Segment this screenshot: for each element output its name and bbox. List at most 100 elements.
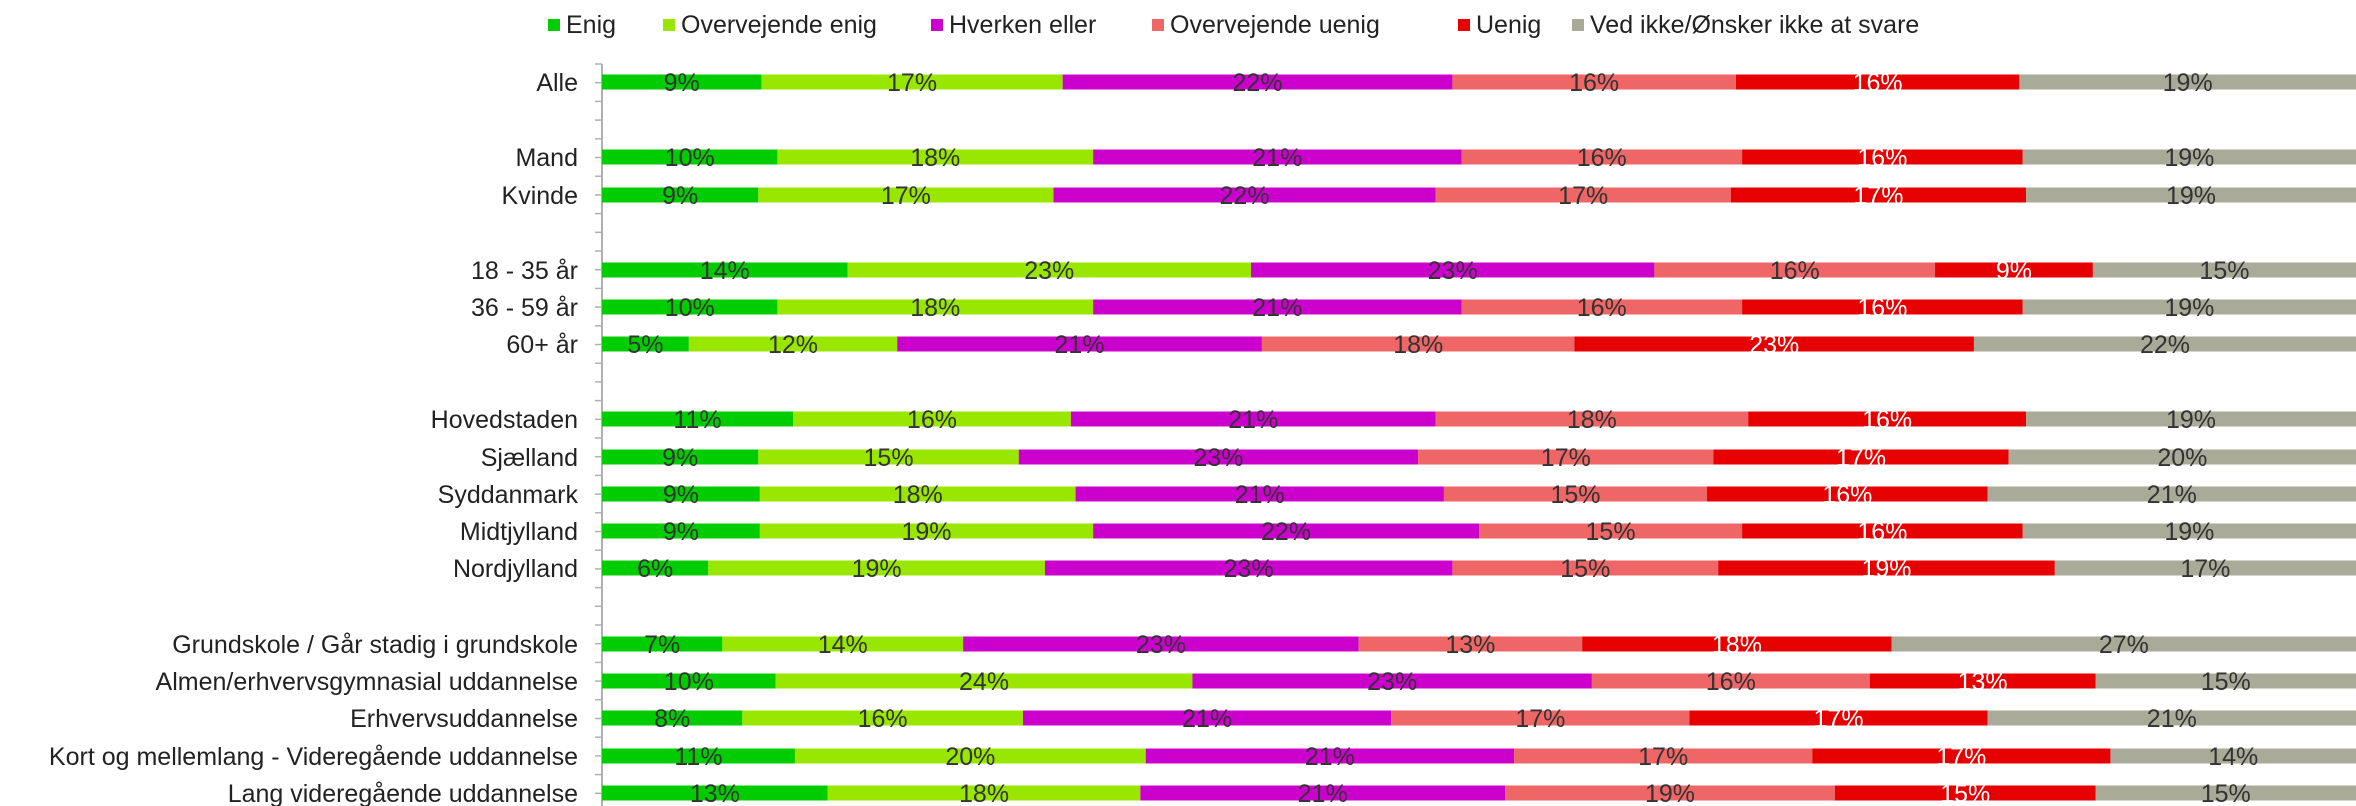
legend-swatch bbox=[1572, 19, 1584, 31]
bar-sjaelland-ved-ikke-onsker-ikke-at-svare bbox=[2008, 449, 2356, 465]
category-label-nordjylland: Nordjylland bbox=[453, 555, 578, 583]
data-label-alle-hverken-eller: 22% bbox=[1233, 69, 1283, 97]
data-label-erhvervsuddannelse-overvejende-uenig: 17% bbox=[1515, 705, 1565, 733]
legend-item-ved-ikke-onsker-ikke-at-svare: Ved ikke/Ønsker ikke at svare bbox=[1572, 8, 1919, 42]
legend-swatch bbox=[1152, 19, 1164, 31]
data-label-nordjylland-hverken-eller: 23% bbox=[1224, 555, 1274, 583]
category-label-mand: Mand bbox=[515, 144, 578, 172]
data-label-kort-og-mellemlang-videregaende-uddannelse-hverken-eller: 21% bbox=[1305, 743, 1355, 771]
bar-hovedstaden-overvejende-uenig bbox=[1435, 411, 1749, 427]
bar-erhvervsuddannelse-hverken-eller bbox=[1022, 710, 1392, 726]
data-label-sjaelland-overvejende-uenig: 17% bbox=[1541, 444, 1591, 472]
bar-midtjylland-ved-ikke-onsker-ikke-at-svare bbox=[2022, 523, 2356, 539]
data-label-60-ar-ved-ikke-onsker-ikke-at-svare: 22% bbox=[2140, 331, 2190, 359]
data-label-hovedstaden-overvejende-uenig: 18% bbox=[1567, 406, 1617, 434]
bar-kort-og-mellemlang-videregaende-uddannelse-hverken-eller bbox=[1145, 748, 1515, 764]
data-label-grundskole-gar-stadig-i-grundskole-ved-ikke-onsker-ikke-at-svare: 27% bbox=[2099, 631, 2149, 659]
data-label-kvinde-uenig: 17% bbox=[1853, 182, 1903, 210]
bar-18-35-ar-ved-ikke-onsker-ikke-at-svare bbox=[2092, 262, 2356, 278]
data-label-lang-videregaende-uddannelse-overvejende-enig: 18% bbox=[959, 780, 1009, 806]
bar-syddanmark-enig bbox=[602, 486, 760, 502]
bar-almen-erhvervsgymnasial-uddannelse-ved-ikke-onsker-ikke-at-svare bbox=[2095, 673, 2356, 689]
bar-alle-ved-ikke-onsker-ikke-at-svare bbox=[2019, 74, 2356, 90]
bar-hovedstaden-hverken-eller bbox=[1070, 411, 1436, 427]
data-label-mand-uenig: 16% bbox=[1857, 144, 1907, 172]
bar-sjaelland-overvejende-enig bbox=[758, 449, 1019, 465]
bar-hovedstaden-uenig bbox=[1748, 411, 2027, 427]
data-label-18-35-ar-hverken-eller: 23% bbox=[1428, 257, 1478, 285]
data-label-almen-erhvervsgymnasial-uddannelse-enig: 10% bbox=[664, 668, 714, 696]
bar-midtjylland-uenig bbox=[1742, 523, 2023, 539]
bar-almen-erhvervsgymnasial-uddannelse-uenig bbox=[1869, 673, 2096, 689]
bar-syddanmark-ved-ikke-onsker-ikke-at-svare bbox=[1987, 486, 2356, 502]
data-label-nordjylland-uenig: 19% bbox=[1861, 555, 1911, 583]
bar-18-35-ar-hverken-eller bbox=[1250, 262, 1655, 278]
bar-grundskole-gar-stadig-i-grundskole-overvejende-enig bbox=[722, 636, 964, 652]
bar-hovedstaden-enig bbox=[602, 411, 794, 427]
bar-syddanmark-overvejende-enig bbox=[759, 486, 1076, 502]
data-label-erhvervsuddannelse-ved-ikke-onsker-ikke-at-svare: 21% bbox=[2147, 705, 2197, 733]
data-label-grundskole-gar-stadig-i-grundskole-overvejende-uenig: 13% bbox=[1445, 631, 1495, 659]
data-label-hovedstaden-ved-ikke-onsker-ikke-at-svare: 19% bbox=[2166, 406, 2216, 434]
data-label-midtjylland-overvejende-enig: 19% bbox=[901, 518, 951, 546]
data-label-mand-hverken-eller: 21% bbox=[1252, 144, 1302, 172]
data-label-grundskole-gar-stadig-i-grundskole-enig: 7% bbox=[644, 631, 680, 659]
category-label-midtjylland: Midtjylland bbox=[460, 518, 578, 546]
legend-item-hverken-eller: Hverken eller bbox=[931, 8, 1096, 42]
data-label-60-ar-overvejende-enig: 12% bbox=[768, 331, 818, 359]
bar-mand-uenig bbox=[1742, 149, 2023, 165]
bar-kvinde-enig bbox=[602, 187, 759, 203]
bar-sjaelland-overvejende-uenig bbox=[1418, 449, 1714, 465]
legend-swatch bbox=[548, 19, 560, 31]
category-label-60-ar: 60+ år bbox=[506, 331, 578, 359]
data-label-nordjylland-overvejende-enig: 19% bbox=[852, 555, 902, 583]
data-label-kvinde-overvejende-uenig: 17% bbox=[1558, 182, 1608, 210]
data-label-36-59-ar-ved-ikke-onsker-ikke-at-svare: 19% bbox=[2164, 294, 2214, 322]
bar-erhvervsuddannelse-enig bbox=[602, 710, 743, 726]
bar-grundskole-gar-stadig-i-grundskole-overvejende-uenig bbox=[1358, 636, 1583, 652]
bar-lang-videregaende-uddannelse-uenig bbox=[1835, 785, 2096, 801]
legend-item-uenig: Uenig bbox=[1458, 8, 1541, 42]
data-label-sjaelland-uenig: 17% bbox=[1836, 444, 1886, 472]
bar-lang-videregaende-uddannelse-enig bbox=[602, 785, 828, 801]
category-label-syddanmark: Syddanmark bbox=[438, 481, 579, 509]
data-label-sjaelland-enig: 9% bbox=[662, 444, 698, 472]
bar-nordjylland-overvejende-uenig bbox=[1452, 560, 1719, 576]
data-label-lang-videregaende-uddannelse-hverken-eller: 21% bbox=[1298, 780, 1348, 806]
legend-label: Ved ikke/Ønsker ikke at svare bbox=[1590, 10, 1920, 39]
bar-midtjylland-overvejende-uenig bbox=[1479, 523, 1743, 539]
legend-label: Enig bbox=[566, 10, 617, 39]
data-label-grundskole-gar-stadig-i-grundskole-hverken-eller: 23% bbox=[1136, 631, 1186, 659]
bar-lang-videregaende-uddannelse-ved-ikke-onsker-ikke-at-svare bbox=[2095, 785, 2356, 801]
data-label-60-ar-uenig: 23% bbox=[1749, 331, 1799, 359]
bar-hovedstaden-ved-ikke-onsker-ikke-at-svare bbox=[2026, 411, 2356, 427]
data-label-18-35-ar-uenig: 9% bbox=[1996, 257, 2032, 285]
data-label-18-35-ar-overvejende-enig: 23% bbox=[1024, 257, 1074, 285]
bar-mand-enig bbox=[602, 149, 778, 165]
category-label-sjaelland: Sjælland bbox=[481, 444, 578, 472]
data-label-36-59-ar-uenig: 16% bbox=[1857, 294, 1907, 322]
bar-nordjylland-enig bbox=[602, 560, 709, 576]
bar-alle-enig bbox=[602, 74, 762, 90]
bar-kort-og-mellemlang-videregaende-uddannelse-enig bbox=[602, 748, 795, 764]
data-label-kort-og-mellemlang-videregaende-uddannelse-overvejende-uenig: 17% bbox=[1638, 743, 1688, 771]
legend-swatch bbox=[1458, 19, 1470, 31]
bar-lang-videregaende-uddannelse-overvejende-uenig bbox=[1505, 785, 1836, 801]
bar-lang-videregaende-uddannelse-overvejende-enig bbox=[827, 785, 1141, 801]
bar-36-59-ar-overvejende-enig bbox=[777, 299, 1094, 315]
bar-60-ar-overvejende-enig bbox=[688, 336, 898, 352]
bar-syddanmark-overvejende-uenig bbox=[1443, 486, 1708, 502]
data-label-syddanmark-enig: 9% bbox=[663, 481, 699, 509]
bar-kvinde-uenig bbox=[1730, 187, 2027, 203]
data-label-sjaelland-hverken-eller: 23% bbox=[1193, 444, 1243, 472]
bar-mand-hverken-eller bbox=[1093, 149, 1462, 165]
bar-erhvervsuddannelse-overvejende-uenig bbox=[1391, 710, 1690, 726]
data-label-nordjylland-overvejende-uenig: 15% bbox=[1560, 555, 1610, 583]
bar-syddanmark-hverken-eller bbox=[1075, 486, 1444, 502]
data-label-syddanmark-hverken-eller: 21% bbox=[1235, 481, 1285, 509]
legend-label: Uenig bbox=[1476, 10, 1542, 39]
data-label-nordjylland-ved-ikke-onsker-ikke-at-svare: 17% bbox=[2180, 555, 2230, 583]
category-label-kvinde: Kvinde bbox=[502, 182, 578, 210]
data-label-midtjylland-hverken-eller: 22% bbox=[1261, 518, 1311, 546]
